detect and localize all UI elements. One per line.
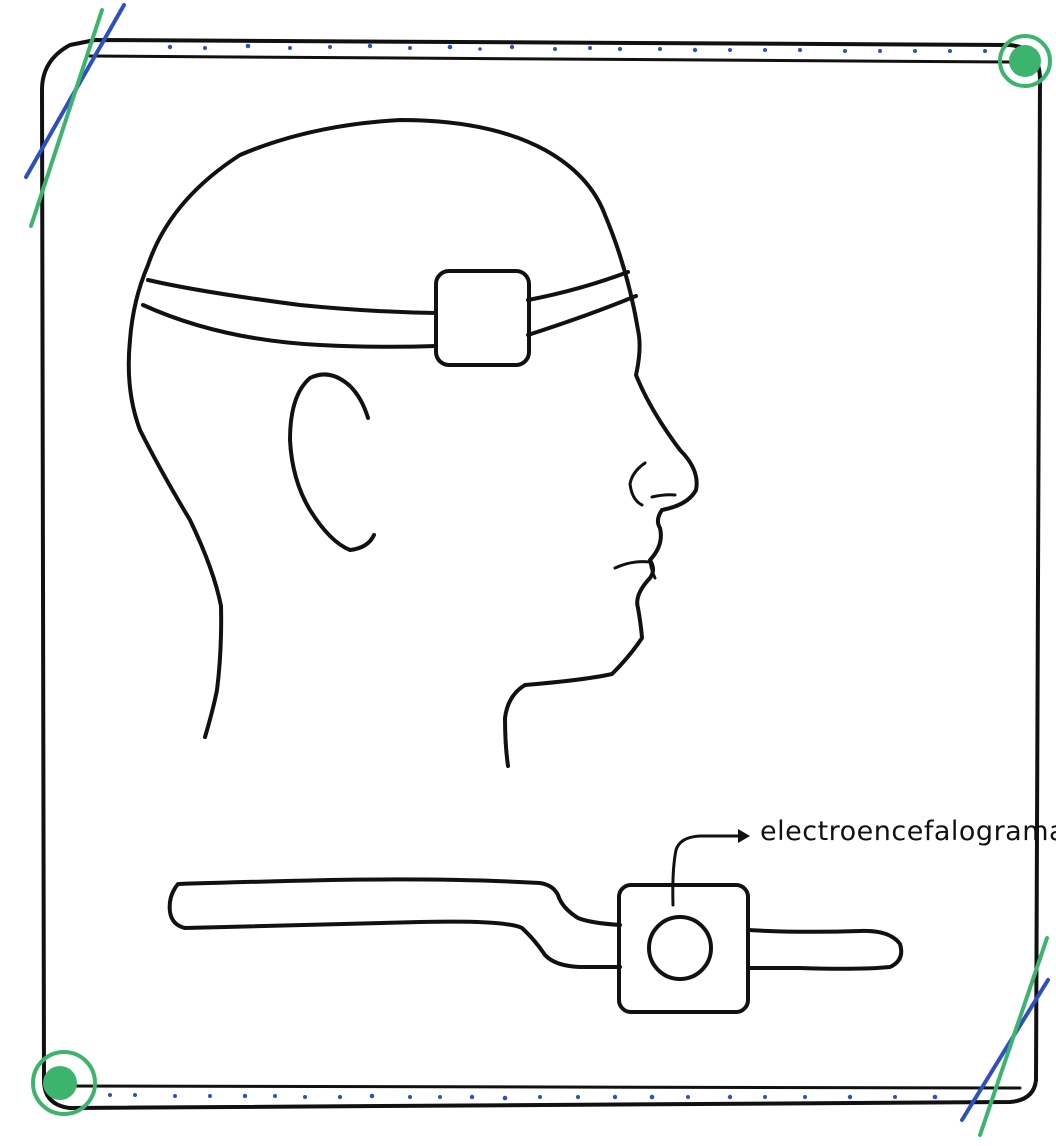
headband [141, 269, 638, 367]
frame-top-dots [167, 43, 987, 53]
tape-icon [24, 3, 126, 228]
annotation-label: electroencefalograma [760, 816, 1056, 847]
eeg-sensor-icon [434, 269, 531, 367]
frame-inner-top-line [88, 54, 1012, 64]
head-profile [126, 118, 699, 768]
corner-pin-icon [998, 34, 1052, 88]
device-strap-right [746, 928, 904, 971]
nostril [628, 461, 647, 507]
mouth [613, 560, 657, 580]
frame-bottom-dots [108, 1093, 938, 1101]
nose-bottom [650, 493, 677, 499]
corner-pin-icon [31, 1050, 97, 1116]
headband-strap-bottom-right [526, 294, 638, 337]
frame-inner-bottom-line [58, 1084, 1022, 1090]
device-strap-left [167, 877, 622, 969]
ear [288, 372, 376, 552]
electrode-icon [647, 915, 713, 981]
head-outline [126, 118, 699, 768]
headband-device [167, 877, 904, 1014]
tape-icon [960, 936, 1050, 1137]
annotation-arrow [671, 834, 744, 907]
headband-strap-top [146, 278, 438, 315]
annotation: electroencefalograma [671, 816, 1056, 907]
arrow-head-icon [738, 829, 750, 843]
headband-strap-bottom [141, 303, 438, 349]
eeg-sensor-icon [617, 883, 750, 1014]
headband-strap-top-right [526, 270, 630, 302]
